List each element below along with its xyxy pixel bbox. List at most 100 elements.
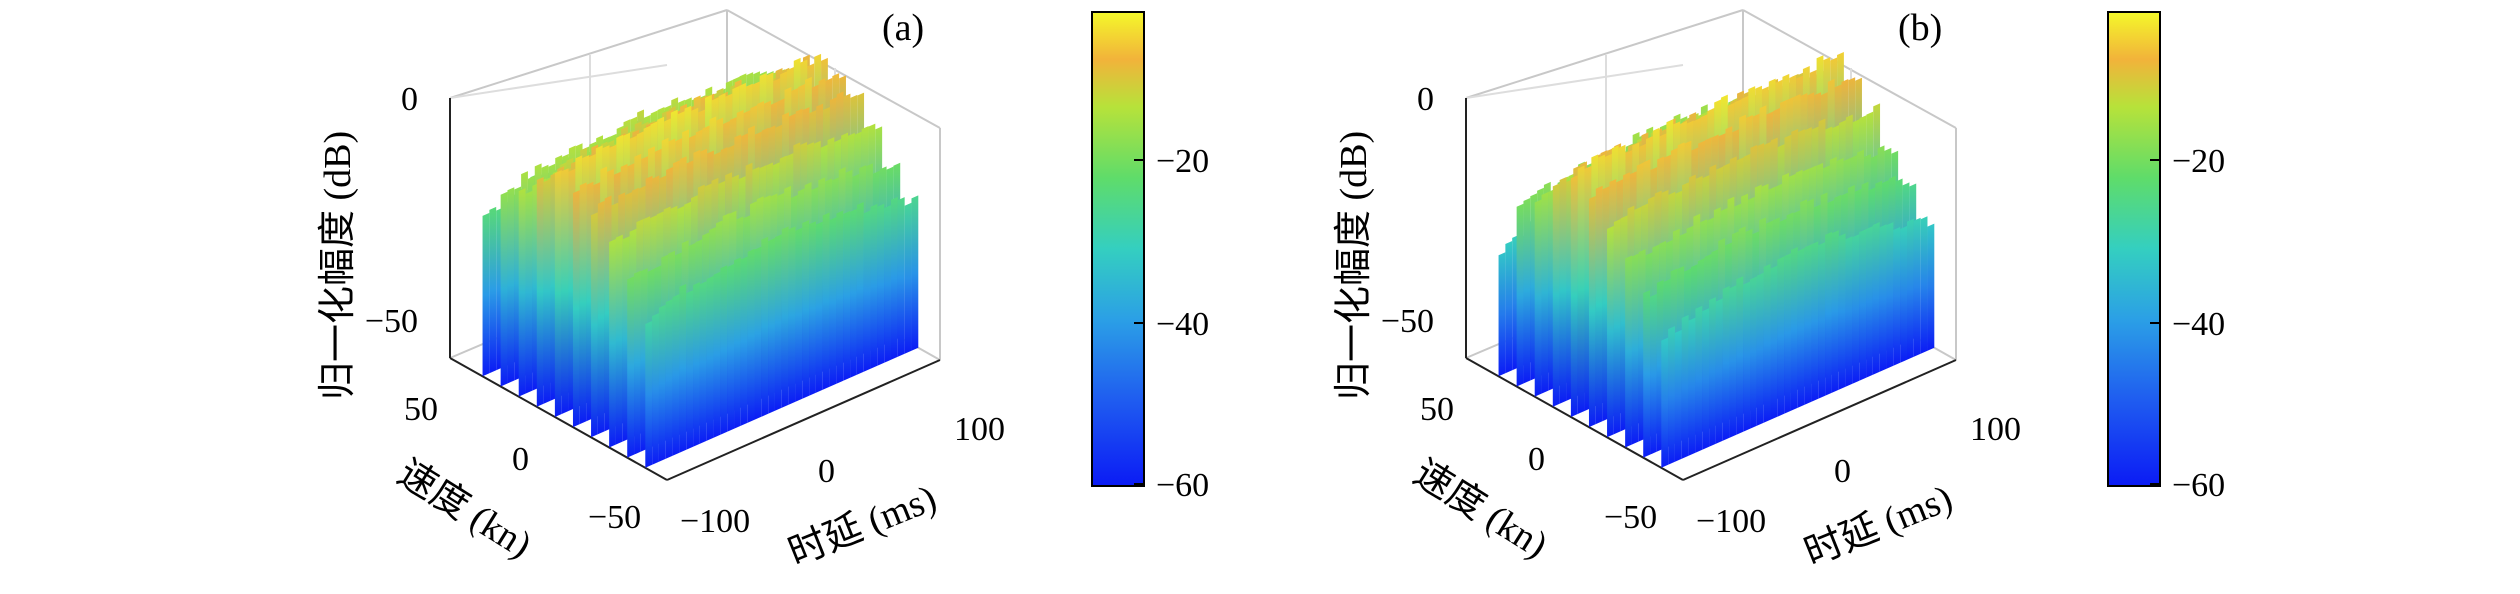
surface-ridge-segment [829, 217, 837, 387]
surface-ridge-segment [1661, 337, 1669, 468]
y-tick-label: −50 [588, 499, 641, 536]
surface-ridge-segment [1879, 224, 1887, 372]
surface-ridge-segment [1920, 216, 1928, 354]
surface-ridge-segment [561, 168, 569, 414]
surface-ridge-segment [774, 234, 782, 411]
surface-ridge-segment [1729, 285, 1737, 438]
surface-ridge-segment [1831, 230, 1839, 393]
surface-ridge-segment [809, 221, 816, 396]
x-axis-line-b [1682, 359, 1957, 481]
surface-ridge-segment [1643, 290, 1651, 458]
surface-ridge-segment [1797, 248, 1805, 408]
surface-ridge-segment [802, 220, 810, 399]
surface-ridge-segment [482, 212, 490, 377]
surface-ridge-segment [591, 212, 598, 438]
surface-ridge-segment [897, 197, 905, 357]
surface-ridge-segment [747, 248, 755, 423]
surface-ridge-segment [634, 270, 641, 455]
surface-ridge-segment [891, 196, 898, 360]
surface-ridge-segment [1777, 256, 1785, 417]
surface-ridge-segment [1588, 195, 1596, 428]
x-tick-label: 0 [818, 453, 835, 490]
surface-ridge-segment [911, 195, 919, 351]
surface-ridge-segment [754, 246, 762, 420]
surface-ridge-segment [507, 187, 515, 384]
panel-b: 0 −50 50 0 −50 −100 0 100 归一化幅度 (dB) 速度 … [1333, 7, 2225, 574]
surface-ridge-segment [870, 203, 878, 369]
surface-ridge-segment [1523, 197, 1531, 384]
surface-b [1498, 51, 1935, 468]
surface-ridge-segment [543, 179, 551, 404]
surface-ridge-segment [843, 211, 851, 381]
surface-ridge-segment [1743, 281, 1751, 432]
surface-ridge-segment [727, 264, 735, 432]
surface-ridge-segment [1541, 191, 1549, 394]
surface-ridge-segment [713, 271, 721, 438]
surface-ridge-segment [1695, 305, 1703, 453]
x-tick-label: 0 [1834, 453, 1851, 490]
surface-ridge-segment [850, 208, 857, 378]
surface-ridge-segment [1722, 285, 1730, 441]
surface-ridge-segment [1866, 226, 1873, 378]
y-axis-line-a [449, 357, 668, 481]
surface-ridge-segment [1825, 231, 1832, 396]
surface-ridge-segment [500, 191, 508, 387]
z-tick-label: 0 [401, 81, 418, 118]
colorbar [1091, 11, 1145, 487]
surface-ridge-segment [699, 281, 707, 444]
surface-ridge-segment [1845, 236, 1853, 387]
colorbar [2107, 11, 2161, 487]
colorbar-tick-label: −20 [1156, 143, 1209, 180]
surface-ridge-segment [863, 210, 871, 372]
surface-ridge-segment [1516, 203, 1524, 387]
surface-ridge-segment [615, 234, 623, 445]
surface-ridge-segment [1770, 265, 1778, 420]
surface-ridge-segment [609, 238, 616, 448]
surface-ridge-segment [781, 226, 789, 408]
surface-ridge-segment [1702, 308, 1710, 450]
surface-a [482, 53, 919, 468]
surface-ridge-segment [1886, 222, 1894, 369]
surface-ridge-segment [1750, 276, 1757, 429]
surface-ridge-segment [1859, 229, 1867, 381]
surface-ridge-segment [1681, 315, 1689, 459]
z-tick-label: 0 [1417, 81, 1434, 118]
surface-ridge-segment [1625, 255, 1632, 448]
surface-ridge-segment [1559, 176, 1567, 404]
surface-ridge-segment [822, 212, 830, 390]
surface-ridge-segment [1668, 326, 1675, 465]
panel-label: (a) [882, 7, 924, 49]
surface-ridge-segment [1927, 223, 1935, 351]
x-tick-label: 100 [1970, 411, 2021, 448]
surface-ridge-segment [1709, 297, 1716, 447]
surface-ridge-segment [525, 190, 533, 394]
z-axis-label: 归一化幅度 (dB) [317, 131, 359, 400]
surface-ridge-segment [734, 257, 741, 429]
surface-ridge-segment [1852, 234, 1860, 384]
surface-ridge-segment [795, 227, 803, 402]
surface-ridge-segment [1893, 226, 1901, 366]
surface-ridge-segment [679, 283, 687, 453]
surface-ridge-segment [597, 200, 605, 435]
surface-ridge-segment [1872, 221, 1880, 375]
colorbar-tick-label: −60 [2172, 467, 2225, 504]
surface-ridge-segment [1570, 175, 1578, 417]
surface-ridge-segment [768, 238, 775, 414]
surface-ridge-segment [1613, 219, 1621, 435]
surface-ridge-segment [1818, 242, 1826, 399]
y-tick-label: −50 [1604, 499, 1657, 536]
x-tick-label: 100 [954, 411, 1005, 448]
colorbar-a: −20 −40 −60 [1091, 11, 1209, 504]
y-axis-line-b [1465, 357, 1684, 481]
surface-ridge-segment [572, 190, 580, 428]
surface-ridge-segment [489, 206, 497, 374]
y-tick-label: 50 [404, 391, 438, 428]
surface-ridge-segment [1900, 226, 1907, 363]
surface-ridge-segment [856, 202, 864, 375]
surface-ridge-segment [740, 256, 748, 426]
surface-ridge-segment [1907, 218, 1914, 360]
surface-ridge-segment [884, 205, 891, 363]
surface-ridge-segment [686, 290, 694, 450]
surface-ridge-segment [1595, 185, 1603, 425]
